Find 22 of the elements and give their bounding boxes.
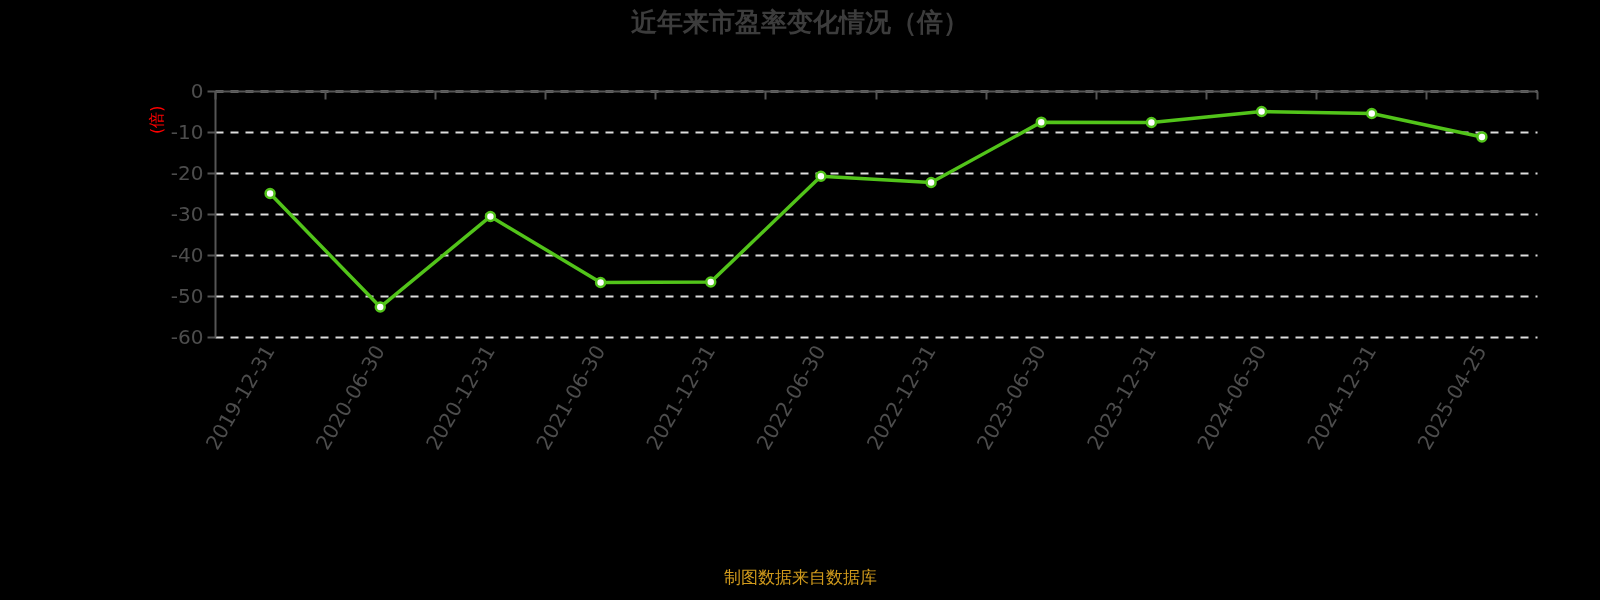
y-tick-label: -30 [170, 201, 204, 226]
point [1476, 131, 1488, 143]
point [374, 301, 386, 313]
point [1366, 107, 1378, 120]
y-tick-label: -60 [170, 324, 204, 349]
point [264, 187, 276, 200]
point [705, 276, 717, 288]
point [925, 176, 937, 189]
chart-title: 近年来市盈率变化情况（倍） [631, 7, 969, 37]
point [815, 170, 827, 182]
point [1145, 116, 1158, 129]
point [1255, 105, 1268, 118]
point [594, 276, 607, 289]
y-tick-label: -40 [170, 242, 204, 267]
point [1035, 116, 1047, 128]
text: 制图数据来自数据库 [723, 567, 877, 587]
y-tick-label: -20 [170, 160, 204, 185]
y-tick-label: -50 [170, 283, 204, 308]
y-tick-label: 0 [190, 78, 204, 103]
point [484, 210, 497, 223]
y-tick-label: -10 [170, 119, 204, 144]
y-axis-title: (倍) [146, 105, 166, 134]
